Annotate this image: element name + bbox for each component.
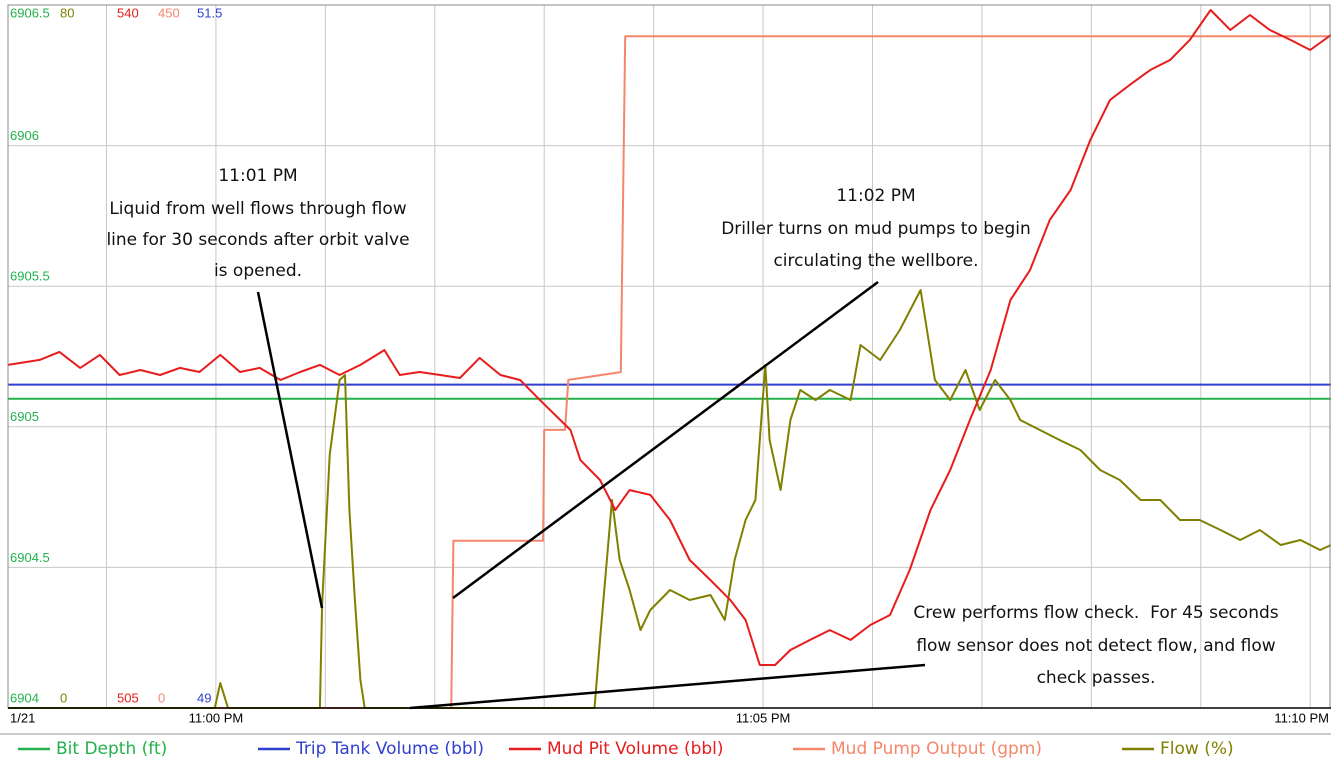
series-line — [8, 35, 1331, 709]
annotation-text: line for 30 seconds after orbit valve — [106, 230, 409, 250]
legend-label: Mud Pump Output (gpm) — [831, 739, 1042, 759]
series-line — [7, 9, 1331, 666]
annotation: Crew performs flow check. For 45 seconds… — [913, 603, 1278, 688]
leader-line — [256, 291, 324, 609]
y-tick-label: 0 — [60, 690, 67, 705]
y-tick-label: 6904 — [10, 690, 39, 705]
x-tick-label: 1/21 — [10, 710, 35, 725]
y-tick-label: 6905.5 — [10, 269, 50, 284]
y-tick-label: 540 — [117, 5, 139, 20]
annotation-text: check passes. — [1037, 668, 1156, 688]
y-tick-label: 6906 — [10, 128, 39, 143]
annotation-text: circulating the wellbore. — [773, 251, 978, 271]
y-tick-label: 6904.5 — [10, 550, 50, 565]
leaders — [256, 280, 926, 710]
y-tick-label: 450 — [158, 5, 180, 20]
annotation-text: 11:01 PM — [218, 166, 297, 186]
y-tick-label: 6906.5 — [10, 5, 50, 20]
x-tick-label: 11:00 PM — [189, 710, 244, 725]
annotation-text: Liquid from well flows through flow — [109, 199, 406, 219]
y-tick-label: 0 — [158, 690, 165, 705]
annotation-text: flow sensor does not detect flow, and fl… — [916, 636, 1275, 656]
x-tick-label: 11:05 PM — [736, 710, 791, 725]
annotation-text: Driller turns on mud pumps to begin — [721, 219, 1031, 239]
legend-label: Trip Tank Volume (bbl) — [295, 739, 484, 759]
y-tick-label: 505 — [117, 690, 139, 705]
legend-label: Mud Pit Volume (bbl) — [547, 739, 724, 759]
series-layer — [7, 9, 1331, 709]
legend-label: Bit Depth (ft) — [56, 739, 167, 759]
annotation-text: is opened. — [214, 261, 302, 281]
leader-line — [452, 280, 879, 600]
legend-label: Flow (%) — [1160, 739, 1234, 759]
x-tick-label: 11:10 PM — [1274, 710, 1329, 725]
annotation: 11:01 PM Liquid from well flows through … — [106, 166, 409, 281]
y-tick-label: 6905 — [10, 409, 39, 424]
leader-line — [409, 663, 926, 710]
annotation-text: Crew performs flow check. For 45 seconds — [913, 603, 1278, 623]
annotation: 11:02 PM Driller turns on mud pumps to b… — [721, 186, 1031, 271]
y-tick-label: 80 — [60, 5, 74, 20]
y-tick-label: 49 — [197, 690, 211, 705]
y-tick-label: 51.5 — [197, 5, 222, 20]
series-line — [8, 289, 1331, 709]
annotation-text: 11:02 PM — [836, 186, 915, 206]
